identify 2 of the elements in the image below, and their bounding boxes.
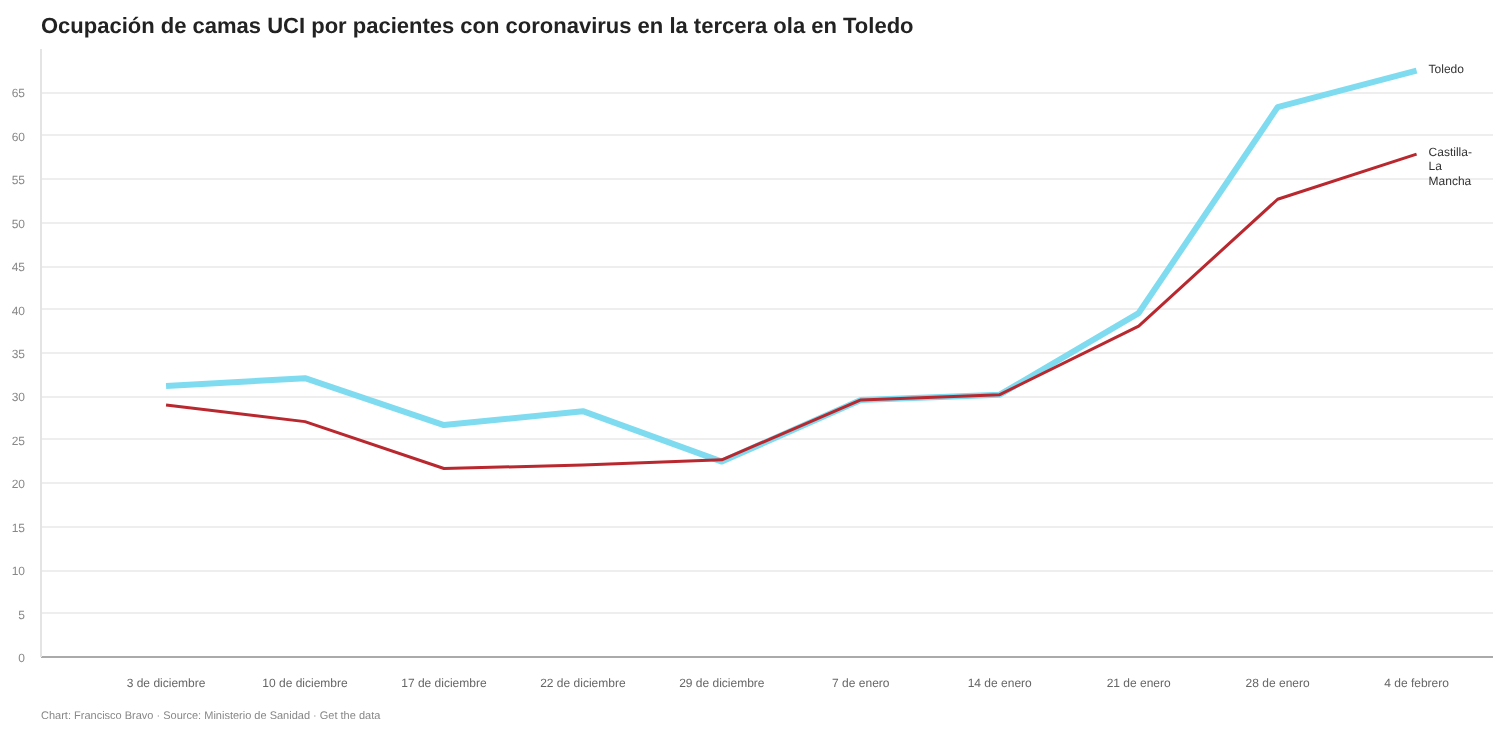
line-series [164,152,1419,471]
chart-title: Ocupación de camas UCI por pacientes con coronavirus en la tercera ola en Toledo [41,15,915,39]
